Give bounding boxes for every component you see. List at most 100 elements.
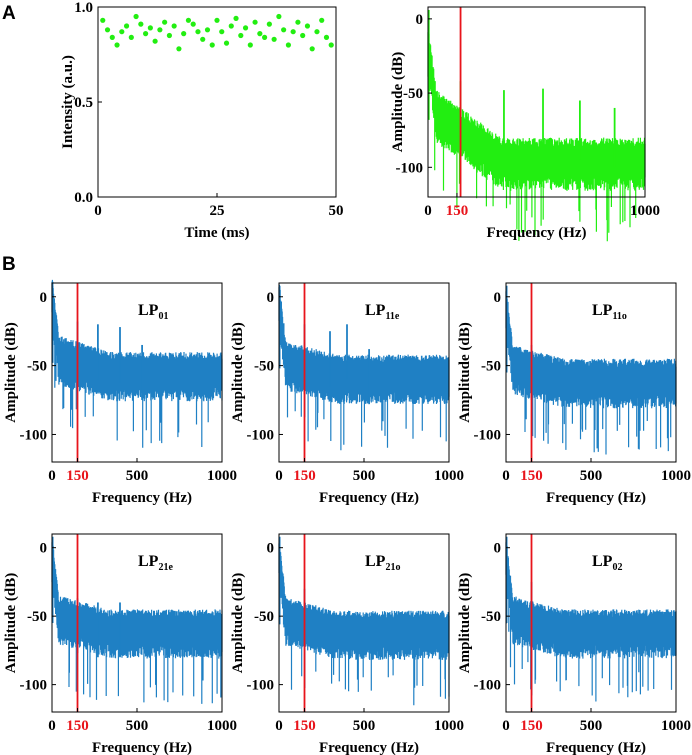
x-tick-label-150: 150 xyxy=(520,718,543,734)
axes-box xyxy=(427,6,646,198)
mode-label-subscript: 01 xyxy=(158,311,168,322)
x-axis-label: Frequency (Hz) xyxy=(92,740,192,755)
y-tick-label: -100 xyxy=(396,160,424,176)
x-tick-label: 500 xyxy=(353,718,376,734)
y-tick-label: -100 xyxy=(474,427,502,443)
y-tick-label: -50 xyxy=(254,609,274,625)
mode-label: LP02 xyxy=(592,553,622,573)
x-tick-label: 1000 xyxy=(207,468,237,484)
x-tick-label-150: 150 xyxy=(66,468,89,484)
y-tick-label: -50 xyxy=(254,359,274,375)
mode-label-subscript: 11e xyxy=(385,311,399,322)
x-tick-label: 500 xyxy=(126,718,149,734)
y-tick-label: -50 xyxy=(27,359,47,375)
y-tick-label: 0.5 xyxy=(74,95,93,111)
x-axis-label: Frequency (Hz) xyxy=(486,225,586,241)
data-point xyxy=(285,42,291,48)
data-point xyxy=(147,25,153,31)
data-point xyxy=(295,19,301,25)
data-point xyxy=(190,21,196,27)
mode-label-subscript: 11o xyxy=(612,311,626,322)
x-axis-label: Frequency (Hz) xyxy=(546,490,646,506)
x-tick-label: 0 xyxy=(94,203,102,219)
data-point xyxy=(114,42,120,48)
data-point xyxy=(219,29,225,35)
data-point xyxy=(152,38,158,44)
mode-label: LP01 xyxy=(138,302,168,322)
y-axis-label: Amplitude (dB) xyxy=(3,322,19,422)
mode-label-main: LP xyxy=(365,553,386,570)
y-tick-label: -100 xyxy=(247,427,275,443)
data-point xyxy=(214,17,220,23)
data-point xyxy=(166,32,172,39)
x-tick-label-150: 150 xyxy=(446,203,469,219)
x-tick-label: 1000 xyxy=(434,468,464,484)
y-tick-label: -100 xyxy=(20,678,48,694)
x-tick-label: 500 xyxy=(580,468,603,484)
mode-label-main: LP xyxy=(138,553,159,570)
data-point xyxy=(257,30,263,37)
data-point xyxy=(290,29,296,35)
data-point xyxy=(162,19,168,25)
x-axis-label: Frequency (Hz) xyxy=(319,490,419,506)
data-point xyxy=(304,23,311,29)
y-tick-label: -50 xyxy=(27,609,47,625)
data-point xyxy=(238,32,244,39)
data-point xyxy=(319,17,325,23)
data-point xyxy=(128,34,134,41)
y-tick-label: 0.0 xyxy=(74,190,93,206)
mode-label-main: LP xyxy=(592,302,613,319)
y-tick-label: 0 xyxy=(40,290,48,306)
x-tick-label: 0 xyxy=(48,718,56,734)
data-point xyxy=(266,21,272,27)
chart-B-LP01: 0 -50 -100 0 150 500 1000 Frequency (Hz) Amplitu… xyxy=(3,279,237,506)
x-tick-label: 50 xyxy=(329,203,344,219)
chart-A-spectrum: 0 -50 -100 0 150 1000 Frequency (Hz) Amplitude … xyxy=(390,6,660,242)
mode-label-main: LP xyxy=(138,302,159,319)
data-point xyxy=(119,29,125,35)
data-point xyxy=(228,23,234,29)
y-axis-label: Amplitude (dB) xyxy=(390,52,406,152)
x-axis-label: Time (ms) xyxy=(184,225,249,241)
x-tick-label: 0 xyxy=(275,718,283,734)
chart-B-LP02: 0 -50 -100 0 150 500 1000 Frequency (Hz) Amplitu… xyxy=(457,533,691,755)
data-point xyxy=(185,17,192,23)
data-point xyxy=(181,30,187,37)
x-tick-label: 500 xyxy=(580,718,603,734)
y-tick-label: 0 xyxy=(494,541,502,557)
data-point xyxy=(271,36,277,42)
mode-label-subscript: 21e xyxy=(158,562,173,573)
mode-label-main: LP xyxy=(592,553,613,570)
data-point xyxy=(200,36,206,42)
data-point xyxy=(247,42,253,48)
y-tick-label: -100 xyxy=(247,678,275,694)
data-point xyxy=(233,15,239,21)
panel-label-a: A xyxy=(2,3,16,24)
x-tick-label: 0 xyxy=(275,468,283,484)
y-tick-label: 0 xyxy=(267,541,275,557)
data-point xyxy=(157,27,163,33)
x-tick-label: 0 xyxy=(502,718,510,734)
data-point xyxy=(242,25,249,31)
mode-label: LP11o xyxy=(592,302,627,322)
mode-label-subscript: 21o xyxy=(385,562,400,573)
x-axis-label: Frequency (Hz) xyxy=(92,490,192,506)
y-axis-label: Amplitude (dB) xyxy=(457,573,473,673)
data-point xyxy=(300,32,306,39)
data-point xyxy=(309,46,315,52)
mode-label: LP21o xyxy=(365,553,400,573)
x-tick-label: 1000 xyxy=(661,468,691,484)
x-tick-label-150: 150 xyxy=(293,718,316,734)
data-point xyxy=(314,29,320,35)
x-tick-label: 1000 xyxy=(661,718,691,734)
x-tick-label: 1000 xyxy=(207,718,237,734)
data-point xyxy=(323,34,330,41)
x-tick-label: 25 xyxy=(210,203,225,219)
data-point xyxy=(176,46,182,52)
y-tick-label: -50 xyxy=(403,86,423,102)
data-point xyxy=(223,40,230,46)
y-tick-label: -100 xyxy=(474,678,502,694)
y-axis-label: Amplitude (dB) xyxy=(457,322,473,422)
chart-B-LP21e: 0 -50 -100 0 150 500 1000 Frequency (Hz) Amplitu… xyxy=(3,533,237,755)
